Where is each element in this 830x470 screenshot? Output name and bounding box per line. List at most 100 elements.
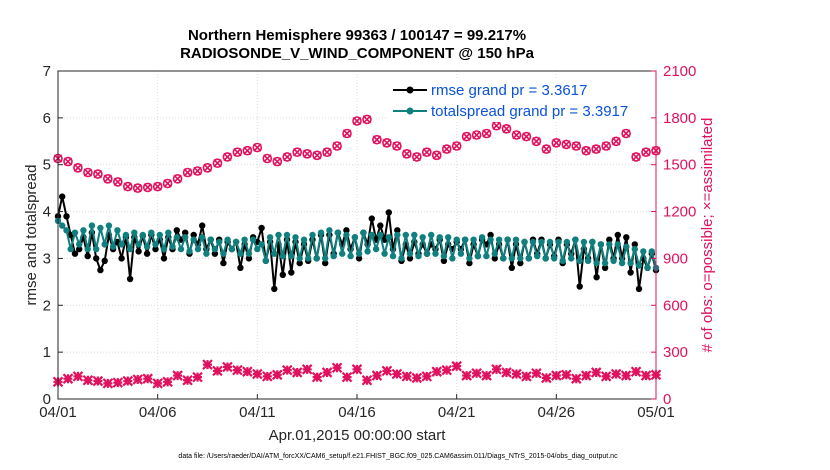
x-tick-label: 05/01 <box>637 404 675 421</box>
totalspread-point <box>580 238 588 246</box>
rmse-point <box>406 255 414 262</box>
obs-possible-cross <box>552 138 561 148</box>
totalspread-point <box>67 245 74 253</box>
totalspread-point <box>640 248 647 255</box>
obs-possible-cross <box>133 183 142 193</box>
rmse-point <box>237 264 244 271</box>
obs-assimilated-marker <box>630 366 642 377</box>
totalspread-point <box>203 250 210 257</box>
totalspread-point <box>177 245 185 253</box>
obs-possible-marker <box>192 166 203 176</box>
obs-assimilated-marker <box>301 364 313 375</box>
obs-possible-cross <box>193 166 202 176</box>
y-left-axis-label: rmse and totalspread <box>23 165 40 306</box>
totalspread-point <box>449 255 456 262</box>
obs-assimilated-marker <box>82 374 94 386</box>
totalspread-point <box>262 257 269 264</box>
totalspread-point <box>419 234 426 241</box>
totalspread-point <box>398 255 405 262</box>
obs-possible-marker <box>182 167 193 178</box>
obs-assimilated-marker <box>371 370 383 381</box>
rmse-point <box>101 257 108 264</box>
obs-possible-marker <box>401 149 412 159</box>
totalspread-point <box>93 245 100 253</box>
obs-possible-marker <box>93 169 103 179</box>
obs-possible-marker <box>531 136 542 147</box>
rmse-point <box>152 245 159 253</box>
rmse-point <box>491 255 498 262</box>
obs-possible-cross <box>472 130 481 140</box>
obs-possible-marker <box>342 128 352 139</box>
totalspread-point <box>555 238 562 246</box>
obs-possible-marker <box>232 147 243 157</box>
obs-possible-marker <box>521 131 532 142</box>
totalspread-point <box>105 222 113 229</box>
x-axis-label: Apr.01,2015 00:00:00 start <box>269 427 447 444</box>
totalspread-point <box>551 255 558 262</box>
obs-possible-marker <box>113 177 123 187</box>
totalspread-point <box>237 250 244 257</box>
obs-assimilated-marker <box>271 369 283 381</box>
obs-possible-marker <box>292 147 303 157</box>
y-left-tick-label: 0 <box>43 391 51 408</box>
rmse-point <box>71 250 79 257</box>
totalspread-point <box>542 255 549 262</box>
obs-assimilated-marker <box>421 371 433 382</box>
obs-assimilated-marker <box>471 367 482 379</box>
obs-possible-cross <box>482 129 491 138</box>
totalspread-point <box>258 241 265 248</box>
obs-assimilated-marker <box>222 361 233 373</box>
rmse-point <box>126 275 134 283</box>
rmse-point <box>296 259 303 267</box>
x-tick-label: 04/11 <box>239 404 275 421</box>
totalspread-point <box>568 255 575 262</box>
totalspread-point <box>406 250 414 257</box>
obs-possible-cross <box>562 140 571 149</box>
obs-possible-cross <box>293 148 302 157</box>
totalspread-point <box>211 245 219 253</box>
obs-possible-marker <box>591 144 602 154</box>
totalspread-point <box>97 224 104 232</box>
obs-possible-marker <box>601 141 612 151</box>
obs-assimilated-marker <box>192 371 203 383</box>
x-tick-label: 04/26 <box>538 404 576 421</box>
y-left-tick-label: 7 <box>43 63 51 80</box>
obs-possible-marker <box>252 142 263 153</box>
totalspread-point <box>432 250 439 257</box>
obs-possible-cross <box>103 174 112 183</box>
totalspread-point <box>593 259 600 267</box>
totalspread-point <box>415 252 422 260</box>
obs-possible-cross <box>243 146 252 155</box>
totalspread-point <box>88 222 96 229</box>
obs-assimilated-marker <box>481 370 492 381</box>
obs-assimilated-marker <box>570 373 582 384</box>
obs-assimilated-marker <box>92 375 104 387</box>
totalspread-point <box>143 243 151 250</box>
rmse-point <box>343 227 350 234</box>
totalspread-point <box>402 231 409 239</box>
totalspread-point <box>160 245 168 253</box>
obs-assimilated-marker <box>580 370 592 381</box>
obs-possible-marker <box>312 150 322 161</box>
y-right-axis-ticks: 0 300 600 900 1200 1500 1800 2100 <box>651 63 696 408</box>
totalspread-point <box>572 236 579 243</box>
obs-assimilated-marker <box>381 365 393 377</box>
obs-possible-marker <box>212 158 223 168</box>
obs-possible-marker <box>551 138 562 148</box>
obs-assimilated-marker <box>321 367 333 378</box>
totalspread-point <box>216 238 223 246</box>
totalspread-point <box>199 234 206 241</box>
rmse-point <box>190 231 197 239</box>
obs-possible-cross <box>572 141 581 151</box>
obs-assimilated-marker <box>511 368 522 380</box>
x-tick-label: 04/01 <box>39 404 77 421</box>
obs-possible-cross <box>143 183 152 192</box>
y-right-tick-label: 1800 <box>663 110 696 127</box>
obs-possible-cross <box>641 148 651 157</box>
rmse-point <box>173 227 180 234</box>
obs-possible-marker <box>411 152 422 162</box>
obs-possible-marker <box>471 130 482 140</box>
totalspread-point <box>135 241 142 248</box>
obs-possible-cross <box>442 144 451 154</box>
